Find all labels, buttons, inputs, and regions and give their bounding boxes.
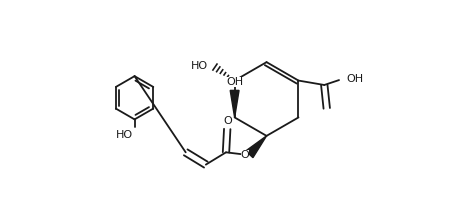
Text: HO: HO (115, 130, 132, 140)
Polygon shape (245, 136, 266, 158)
Text: HO: HO (190, 61, 207, 71)
Text: OH: OH (345, 74, 363, 84)
Polygon shape (230, 90, 239, 117)
Text: O: O (223, 116, 232, 126)
Text: O: O (240, 150, 249, 160)
Text: OH: OH (226, 77, 243, 88)
